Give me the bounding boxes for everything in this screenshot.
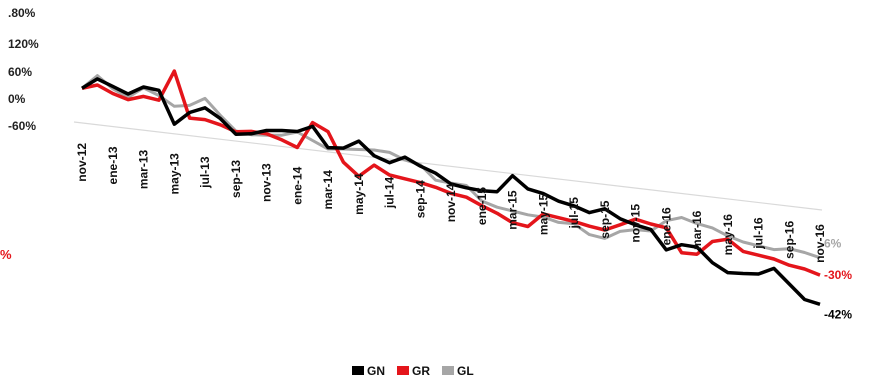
x-tick-label: mar-16	[690, 210, 704, 250]
x-tick-label: sep-13	[229, 160, 243, 198]
series-line-gn	[81, 77, 821, 306]
x-axis-line	[73, 121, 823, 211]
x-tick-label: ene-15	[475, 187, 489, 225]
x-tick-label: sep-15	[598, 200, 612, 238]
x-tick-label: may-15	[536, 193, 550, 235]
x-tick-label: mar-13	[136, 149, 150, 189]
legend: GN GR GL	[352, 364, 474, 378]
x-axis	[73, 121, 823, 211]
y-axis-ticks: .80% 120% 60% 0% -60%	[8, 6, 39, 133]
x-tick-label: nov-14	[444, 183, 458, 222]
x-tick-label: may-16	[721, 214, 735, 256]
legend-swatch-gn	[352, 366, 364, 375]
x-tick-label: nov-12	[75, 143, 89, 182]
series-lines	[81, 69, 821, 306]
x-tick-label: sep-14	[413, 180, 427, 218]
x-tick-label: nov-15	[628, 204, 642, 243]
x-tick-label: ene-16	[659, 207, 673, 245]
x-tick-label: nov-13	[259, 163, 273, 202]
x-tick-label: may-14	[352, 173, 366, 215]
end-labels: 6% -30% -42%	[824, 237, 852, 322]
y-tick-label: 0%	[8, 92, 26, 106]
legend-label-gl: GL	[457, 364, 474, 378]
x-tick-label: jul-16	[752, 217, 766, 250]
legend-label-gr: GR	[412, 364, 430, 378]
y-tick-label: .80%	[8, 6, 36, 20]
y-tick-label: -60%	[8, 119, 36, 133]
stray-percent-label: %	[0, 247, 12, 262]
y-tick-label: 60%	[8, 65, 32, 79]
x-tick-label: nov-16	[813, 224, 827, 263]
x-tick-label: jul-14	[383, 176, 397, 209]
x-tick-label: mar-14	[321, 170, 335, 210]
legend-swatch-gl	[442, 366, 454, 375]
end-label-gl: 6%	[824, 237, 842, 251]
x-tick-label: ene-13	[106, 146, 120, 184]
x-tick-label: jul-15	[567, 197, 581, 230]
x-tick-label: may-13	[167, 153, 181, 195]
legend-swatch-gr	[397, 366, 409, 375]
series-line-gr	[81, 69, 821, 277]
x-tick-label: sep-16	[782, 221, 796, 259]
y-tick-label: 120%	[8, 37, 39, 51]
end-label-gr: -30%	[824, 268, 852, 282]
x-tick-label: ene-14	[290, 166, 304, 204]
legend-label-gn: GN	[367, 364, 385, 378]
x-tick-label: jul-13	[198, 156, 212, 189]
x-axis-ticks: nov-12 ene-13 mar-13 may-13 jul-13 sep-13 nov-…	[75, 143, 827, 263]
end-label-gn: -42%	[824, 307, 852, 321]
x-tick-label: mar-15	[505, 190, 519, 230]
